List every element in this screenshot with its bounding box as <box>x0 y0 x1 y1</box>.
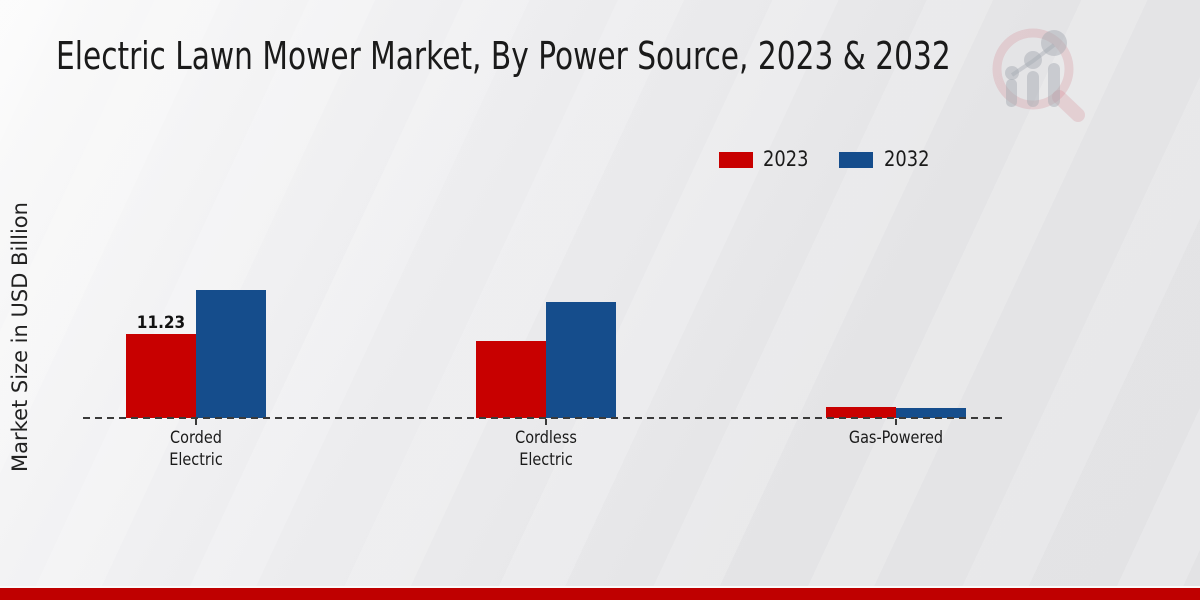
x-axis-tick <box>545 419 547 425</box>
bar-value-label: 11.23 <box>136 313 186 333</box>
category-label-gas-powered: Gas-Powered <box>848 428 944 448</box>
legend-label-2023: 2023 <box>763 147 809 171</box>
legend-swatch-2023 <box>719 152 753 168</box>
footer-accent-bar <box>0 588 1200 600</box>
bar-gas-powered-2032 <box>896 408 966 418</box>
bar-cordless-electric-2023 <box>476 341 546 418</box>
chart-title: Electric Lawn Mower Market, By Power Sou… <box>56 34 951 78</box>
logo-icon <box>992 28 1085 122</box>
x-axis-baseline <box>83 417 1007 419</box>
legend-label-2032: 2032 <box>884 147 930 171</box>
footer-divider <box>0 586 1200 588</box>
y-axis-label: Market Size in USD Billion <box>8 202 32 472</box>
bar-cordless-electric-2032 <box>546 302 616 418</box>
x-axis-tick <box>895 419 897 425</box>
x-axis-tick <box>195 419 197 425</box>
legend-swatch-2032 <box>839 152 873 168</box>
category-label-cordless-electric: Cordless Electric <box>515 428 577 470</box>
category-label-corded-electric: Corded Electric <box>169 428 223 470</box>
bar-gas-powered-2023 <box>826 407 896 418</box>
bar-corded-electric-2032 <box>196 290 266 418</box>
bar-corded-electric-2023 <box>126 334 196 418</box>
market-research-magnifier-logo <box>985 22 1095 127</box>
